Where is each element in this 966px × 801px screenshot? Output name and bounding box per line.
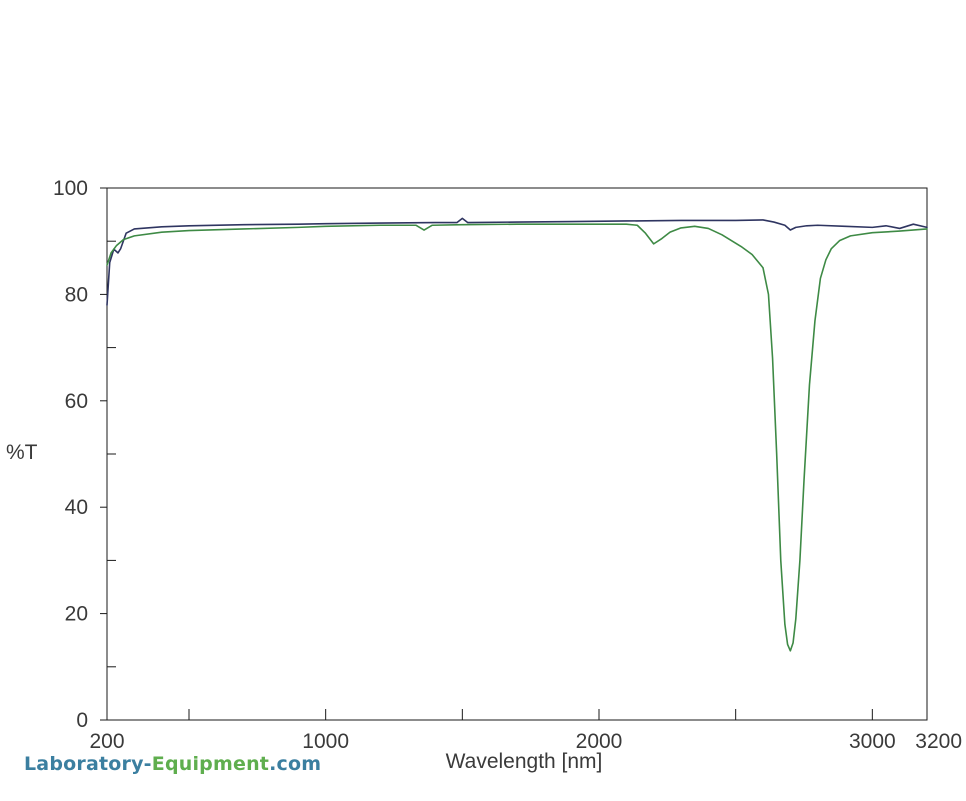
y-tick-label: 80 bbox=[65, 283, 88, 306]
y-tick-label: 0 bbox=[76, 709, 88, 732]
series-line-2 bbox=[106, 223, 928, 652]
logo-part-laboratory: Laboratory- bbox=[24, 753, 152, 775]
y-tick-label: 40 bbox=[65, 496, 88, 519]
y-tick-label: 60 bbox=[65, 390, 88, 413]
y-axis-title: %T bbox=[6, 441, 38, 464]
x-tick-label: 2000 bbox=[576, 730, 623, 753]
plot-area-frame bbox=[106, 187, 928, 721]
x-tick-label: 3200 bbox=[915, 730, 962, 753]
x-axis-title: Wavelength [nm] bbox=[446, 750, 603, 773]
x-tick-label: 200 bbox=[89, 730, 124, 753]
laboratory-equipment-logo: Laboratory-Equipment.com bbox=[24, 753, 321, 775]
series-line-1 bbox=[106, 217, 928, 306]
logo-part-equipment: Equipment bbox=[151, 753, 270, 775]
x-tick-label: 1000 bbox=[302, 730, 349, 753]
y-tick-label: 100 bbox=[53, 177, 88, 200]
x-tick-label: 3000 bbox=[849, 730, 896, 753]
y-tick-label: 20 bbox=[65, 603, 88, 626]
logo-part-com: .com bbox=[269, 753, 322, 775]
